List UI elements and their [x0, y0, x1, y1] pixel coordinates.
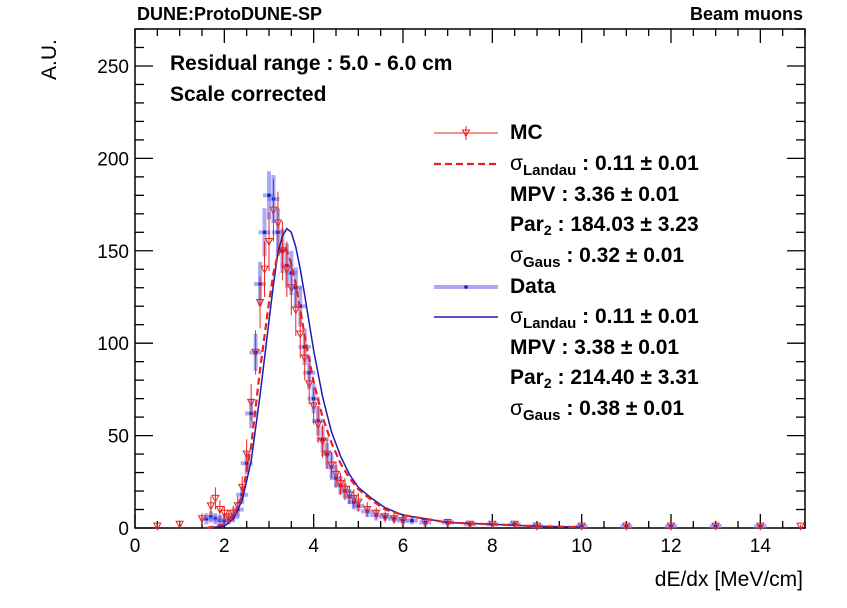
sigma-landau-sub: Landau: [522, 162, 577, 179]
data-point: [267, 193, 271, 198]
mc-point: [295, 330, 305, 339]
mc-point: [242, 450, 252, 459]
mc-point: [309, 402, 319, 411]
x-tick-label: 6: [398, 536, 409, 557]
legend-data-sigma-gaus: σGaus : 0.38 ± 0.01: [510, 397, 684, 424]
par-sub: 2: [543, 222, 552, 238]
legend-mc-par2: Par2 : 184.03 ± 3.23: [510, 213, 699, 238]
mc-point: [666, 522, 676, 531]
experiment-label: DUNE:ProtoDUNE-SP: [137, 4, 323, 24]
mc-point: [282, 265, 292, 274]
mc-point: [273, 219, 283, 228]
legend-mc-sigma-landau: σLandau : 0.11 ± 0.01: [510, 152, 699, 179]
x-tick-label: 10: [571, 536, 592, 557]
mc-point: [331, 470, 341, 479]
mc-point: [336, 480, 345, 489]
mc-point: [318, 437, 327, 446]
mc-point: [380, 513, 390, 522]
legend-mc-sigma-gaus: σGaus : 0.32 ± 0.01: [510, 244, 684, 271]
data-point: [262, 230, 267, 235]
sigma-symbol: σ: [510, 397, 523, 420]
par-sub: 2: [543, 375, 552, 391]
legend-data-sigma-landau: σLandau : 0.11 ± 0.01: [510, 305, 699, 332]
mc-point: [206, 502, 216, 511]
mc-point: [246, 398, 256, 407]
mc-point: [322, 450, 332, 459]
mc-point: [224, 513, 234, 522]
mc-point: [353, 498, 363, 507]
mc-point: [313, 421, 323, 430]
mc-point: [211, 494, 220, 503]
mc-point: [796, 522, 805, 531]
mc-point: [389, 515, 399, 524]
annotation-residual-range: Residual range : 5.0 - 6.0 cm: [170, 52, 453, 75]
x-tick-label: 8: [487, 536, 498, 557]
par-value: : 214.40 ± 3.31: [557, 366, 699, 389]
legend-data-name: Data: [510, 275, 556, 298]
mc-point: [621, 522, 631, 531]
sigma-symbol: σ: [510, 152, 523, 175]
mc-point: [300, 354, 310, 363]
par-value: : 184.03 ± 3.23: [557, 213, 699, 236]
legend-mc-name: MC: [510, 121, 543, 144]
sigma-landau-value: : 0.11 ± 0.01: [582, 152, 699, 175]
mc-point: [255, 299, 265, 308]
mc-point: [197, 515, 207, 524]
sigma-landau-sub: Landau: [522, 315, 577, 332]
sigma-gaus-value: : 0.32 ± 0.01: [566, 244, 685, 267]
legend-mc-marker: [461, 129, 471, 138]
legend-mc-mpv: MPV : 3.36 ± 0.01: [510, 183, 680, 206]
sample-label: Beam muons: [689, 4, 803, 24]
par-prefix: Par: [510, 213, 544, 236]
x-tick-label: 14: [750, 536, 772, 557]
sigma-gaus-sub: Gaus: [522, 407, 561, 424]
legend-data-mpv: MPV : 3.38 ± 0.01: [510, 336, 680, 359]
y-axis-label: A.U.: [38, 39, 61, 80]
mc-point: [398, 517, 408, 526]
x-tick-label: 4: [308, 536, 319, 557]
mc-point: [286, 284, 296, 293]
sigma-gaus-value: : 0.38 ± 0.01: [566, 397, 685, 420]
sigma-landau-value: : 0.11 ± 0.01: [582, 305, 699, 328]
mc-point: [304, 380, 314, 389]
y-tick-label: 50: [108, 427, 129, 448]
mc-point: [362, 506, 372, 515]
y-tick-label: 200: [97, 149, 129, 170]
mc-point: [327, 461, 336, 470]
legend-marks: [434, 126, 498, 318]
sigma-symbol: σ: [510, 244, 523, 267]
y-tick-label: 100: [97, 334, 129, 355]
x-tick-label: 12: [660, 536, 681, 557]
axes: 0 2 4 6 8 10 12 14 0 50 100 150 200 250: [97, 28, 806, 557]
data-point: [410, 518, 414, 523]
mc-point: [371, 509, 381, 518]
legend-data-par2: Par2 : 214.40 ± 3.31: [510, 366, 699, 391]
par-prefix: Par: [510, 366, 544, 389]
y-tick-label: 150: [97, 242, 129, 263]
x-tick-label: 0: [130, 536, 141, 557]
mc-point: [152, 522, 162, 531]
mc-point: [755, 522, 765, 531]
mc-point: [291, 306, 301, 315]
mc-fit-curve: [206, 245, 582, 530]
annotation-scale: Scale corrected: [170, 83, 327, 106]
x-axis-label: dE/dx [MeV/cm]: [654, 568, 803, 591]
mc-point: [251, 348, 260, 357]
mc-point: [269, 206, 278, 215]
mc-point: [264, 238, 274, 247]
chart-marks: [152, 171, 805, 531]
sigma-gaus-sub: Gaus: [522, 254, 561, 271]
legend-data-marker: [464, 285, 468, 289]
x-tick-label: 2: [219, 536, 230, 557]
y-tick-label: 0: [118, 519, 129, 540]
y-tick-label: 250: [97, 57, 129, 78]
mc-point: [711, 522, 721, 531]
mc-point: [175, 520, 185, 529]
mc-point: [340, 485, 350, 494]
sigma-symbol: σ: [510, 305, 523, 328]
mc-point: [260, 265, 269, 274]
